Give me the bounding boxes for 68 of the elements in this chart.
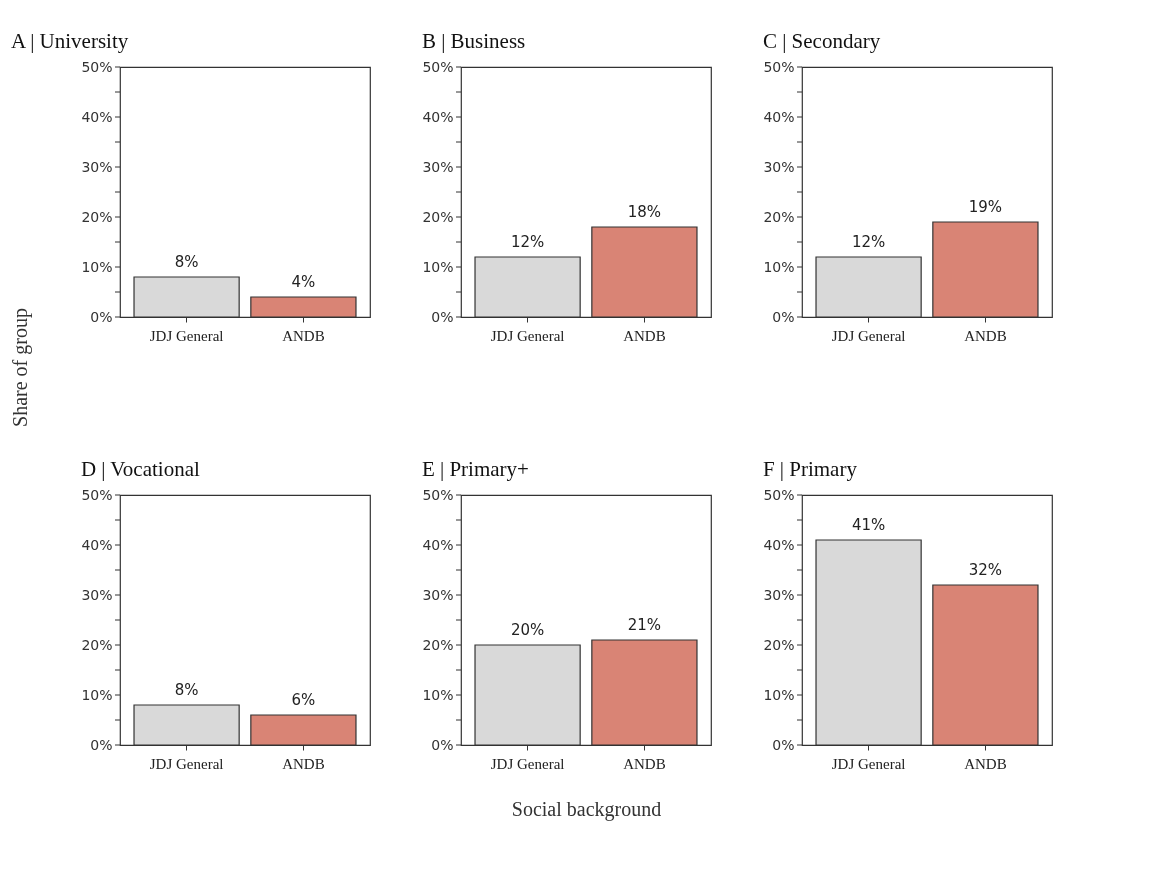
data-label: 19% — [968, 198, 1003, 216]
y-tick-label: 10% — [81, 686, 113, 703]
y-tick-label: 0% — [90, 308, 113, 325]
y-tick-label: 20% — [763, 208, 795, 225]
y-tick-label: 40% — [763, 108, 795, 125]
y-tick-label: 50% — [422, 58, 454, 75]
x-tick-label: JDJ General — [831, 327, 906, 344]
y-tick-label: 30% — [763, 586, 795, 603]
y-tick-label: 0% — [772, 308, 795, 325]
y-tick-label: 40% — [422, 108, 454, 125]
x-tick-label: JDJ General — [490, 755, 565, 772]
chart-title: E | Primary+ — [421, 457, 529, 481]
y-tick-label: 10% — [422, 258, 454, 275]
y-tick-label: 40% — [81, 536, 113, 553]
x-tick-label: ANDB — [623, 327, 666, 344]
x-tick-label: ANDB — [282, 755, 325, 772]
y-tick-label: 50% — [763, 486, 795, 503]
y-tick-label: 50% — [422, 486, 454, 503]
data-label: 20% — [510, 621, 545, 639]
x-tick-label: JDJ General — [490, 327, 565, 344]
y-tick-label: 50% — [81, 486, 113, 503]
x-tick-label: ANDB — [964, 755, 1007, 772]
y-tick-label: 10% — [81, 258, 113, 275]
y-tick-label: 40% — [422, 536, 454, 553]
y-tick-label: 30% — [81, 158, 113, 175]
data-label: 12% — [510, 233, 545, 251]
chart-title: B | Business — [421, 29, 526, 53]
y-tick-label: 10% — [422, 686, 454, 703]
y-tick-label: 30% — [422, 586, 454, 603]
y-axis-title: Share of group — [9, 308, 33, 427]
y-tick-label: 20% — [422, 636, 454, 653]
chart-title: F | Primary — [762, 457, 858, 481]
data-label: 18% — [627, 203, 662, 221]
y-tick-label: 50% — [81, 58, 113, 75]
data-label: 21% — [627, 616, 662, 634]
chart-title: C | Secondary — [762, 29, 881, 53]
chart-title: A | University — [10, 29, 129, 53]
data-label: 12% — [851, 233, 886, 251]
y-tick-label: 40% — [81, 108, 113, 125]
y-tick-label: 0% — [90, 736, 113, 753]
data-label: 6% — [291, 691, 316, 709]
y-tick-label: 20% — [422, 208, 454, 225]
y-tick-label: 10% — [763, 258, 795, 275]
x-tick-label: ANDB — [623, 755, 666, 772]
y-tick-label: 0% — [431, 736, 454, 753]
y-tick-label: 10% — [763, 686, 795, 703]
y-tick-label: 50% — [763, 58, 795, 75]
data-label: 8% — [174, 681, 199, 699]
y-tick-label: 30% — [81, 586, 113, 603]
y-tick-label: 30% — [422, 158, 454, 175]
x-axis-title: Social background — [511, 797, 662, 821]
data-label: 4% — [291, 273, 316, 291]
x-tick-label: JDJ General — [149, 755, 224, 772]
x-tick-label: ANDB — [964, 327, 1007, 344]
y-tick-label: 30% — [763, 158, 795, 175]
y-tick-label: 20% — [81, 208, 113, 225]
chart-title: D | Vocational — [80, 457, 200, 481]
data-label: 41% — [851, 516, 886, 534]
y-tick-label: 20% — [763, 636, 795, 653]
x-tick-label: JDJ General — [831, 755, 906, 772]
y-tick-label: 0% — [431, 308, 454, 325]
x-tick-label: ANDB — [282, 327, 325, 344]
y-tick-label: 20% — [81, 636, 113, 653]
data-label: 8% — [174, 253, 199, 271]
y-tick-label: 0% — [772, 736, 795, 753]
y-tick-label: 40% — [763, 536, 795, 553]
data-label: 32% — [968, 561, 1003, 579]
x-tick-label: JDJ General — [149, 327, 224, 344]
